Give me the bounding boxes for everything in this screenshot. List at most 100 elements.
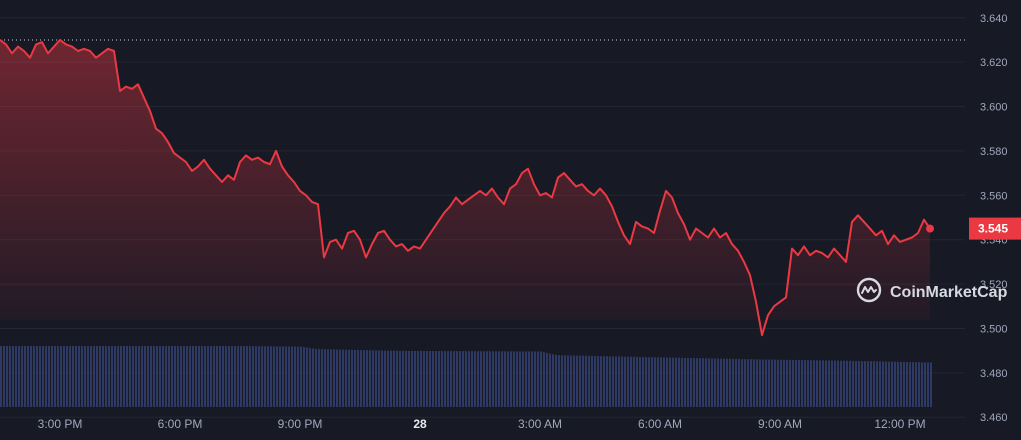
volume-bar <box>51 346 53 407</box>
volume-bar <box>504 351 506 407</box>
volume-bar <box>828 360 830 407</box>
volume-bar <box>246 346 248 407</box>
volume-bar <box>726 358 728 407</box>
volume-bar <box>627 356 629 407</box>
volume-bar <box>846 360 848 407</box>
volume-bar <box>105 346 107 407</box>
volume-bar <box>714 358 716 407</box>
volume-bar <box>216 346 218 407</box>
volume-bar <box>735 358 737 407</box>
volume-bar <box>339 349 341 407</box>
volume-bar <box>903 361 905 407</box>
volume-bar <box>630 356 632 407</box>
x-tick-label: 12:00 PM <box>874 417 925 431</box>
volume-bar <box>192 346 194 407</box>
volume-bar <box>228 346 230 407</box>
volume-bar <box>312 348 314 407</box>
volume-bar <box>285 346 287 407</box>
volume-bar <box>477 351 479 407</box>
volume-bar <box>771 359 773 407</box>
volume-bar <box>816 360 818 407</box>
volume-bar <box>621 356 623 407</box>
coinmarketcap-watermark: CoinMarketCap <box>856 277 1008 303</box>
volume-bar <box>657 357 659 407</box>
volume-bar <box>372 350 374 407</box>
volume-bar <box>249 346 251 407</box>
volume-bar <box>90 346 92 407</box>
volume-bar <box>762 359 764 407</box>
volume-bar <box>444 351 446 407</box>
volume-bar <box>117 346 119 407</box>
volume-bar <box>492 351 494 407</box>
volume-bar <box>738 358 740 407</box>
volume-bar <box>672 357 674 407</box>
volume-bar <box>528 351 530 407</box>
volume-bar <box>465 351 467 407</box>
volume-bar <box>516 351 518 407</box>
volume-bar <box>741 359 743 407</box>
volume-bar <box>861 361 863 407</box>
volume-bar <box>546 352 548 407</box>
volume-bar <box>189 346 191 407</box>
volume-bar <box>711 358 713 407</box>
volume-bar <box>678 357 680 407</box>
volume-bar <box>87 346 89 407</box>
volume-bar <box>921 362 923 407</box>
volume-bar <box>693 358 695 407</box>
volume-bar <box>840 360 842 407</box>
volume-bar <box>495 351 497 407</box>
volume-bar <box>558 355 560 407</box>
y-tick-label: 3.480 <box>980 368 1008 380</box>
volume-bar <box>522 351 524 407</box>
volume-bar <box>438 351 440 407</box>
y-tick-label: 3.460 <box>980 412 1008 424</box>
volume-bar <box>21 346 23 407</box>
coinmarketcap-logo-wave <box>861 286 877 294</box>
price-line <box>0 38 931 337</box>
volume-bar <box>456 351 458 407</box>
volume-bar <box>717 358 719 407</box>
volume-bar <box>135 346 137 407</box>
volume-bar <box>705 358 707 407</box>
volume-bar <box>552 354 554 407</box>
volume-bar <box>633 356 635 407</box>
volume-bars <box>0 346 932 407</box>
volume-bar <box>147 346 149 407</box>
volume-bar <box>294 346 296 407</box>
volume-bar <box>390 350 392 407</box>
volume-bar <box>744 359 746 407</box>
volume-bar <box>303 347 305 407</box>
volume-bar <box>270 346 272 407</box>
volume-bar <box>879 361 881 407</box>
volume-bar <box>483 351 485 407</box>
volume-bar <box>342 349 344 407</box>
volume-bar <box>927 362 929 407</box>
volume-bar <box>852 360 854 407</box>
volume-bar <box>525 351 527 407</box>
x-tick-label: 3:00 AM <box>518 417 562 431</box>
volume-bar <box>540 351 542 407</box>
x-tick-label: 3:00 PM <box>38 417 83 431</box>
volume-bar <box>276 346 278 407</box>
volume-bar <box>102 346 104 407</box>
volume-bar <box>885 361 887 407</box>
volume-bar <box>258 346 260 407</box>
volume-bar <box>222 346 224 407</box>
volume-bar <box>855 360 857 407</box>
volume-bar <box>795 359 797 407</box>
volume-bar <box>783 359 785 407</box>
volume-bar <box>300 346 302 407</box>
volume-bar <box>579 355 581 407</box>
volume-bar <box>237 346 239 407</box>
volume-bar <box>789 359 791 407</box>
volume-bar <box>168 346 170 407</box>
volume-bar <box>843 360 845 407</box>
volume-bar <box>315 348 317 407</box>
volume-bar <box>891 361 893 407</box>
volume-bar <box>615 356 617 407</box>
volume-bar <box>162 346 164 407</box>
volume-bar <box>84 346 86 407</box>
volume-bar <box>288 346 290 407</box>
volume-bar <box>660 357 662 407</box>
